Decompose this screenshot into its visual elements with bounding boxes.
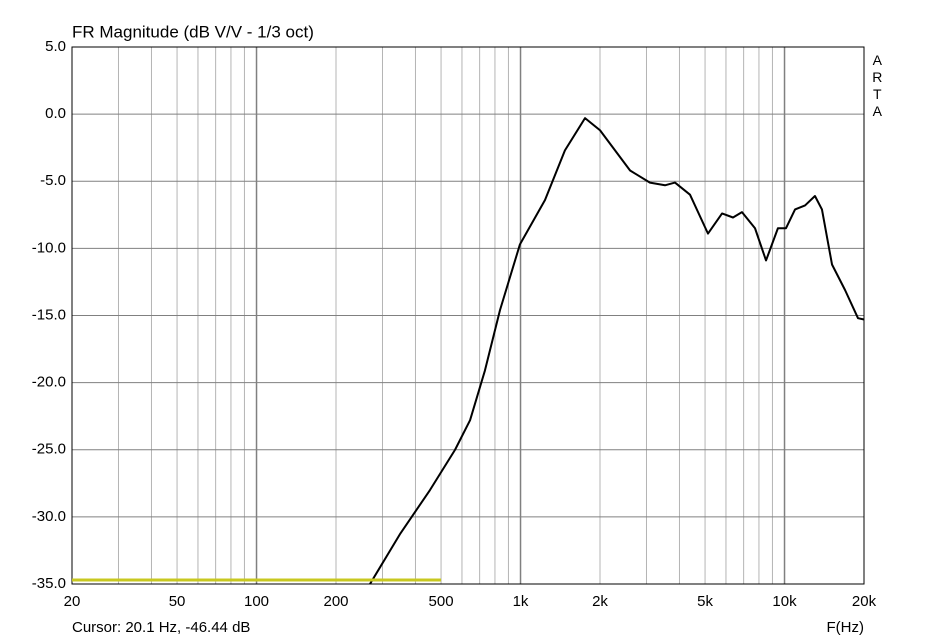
x-axis-label: F(Hz) [827, 619, 865, 636]
chart-title: FR Magnitude (dB V/V - 1/3 oct) [72, 22, 314, 41]
x-tick-label: 20 [64, 593, 81, 610]
x-tick-label: 200 [323, 593, 348, 610]
y-tick-label: -20.0 [32, 374, 66, 391]
cursor-text: Cursor: 20.1 Hz, -46.44 dB [72, 619, 250, 636]
x-tick-label: 5k [697, 593, 713, 610]
x-tick-label: 1k [513, 593, 529, 610]
plot-frame [71, 46, 865, 585]
y-tick-label: -5.0 [40, 172, 66, 189]
y-tick-label: -30.0 [32, 508, 66, 525]
y-tick-label: -35.0 [32, 575, 66, 592]
y-tick-label: 5.0 [45, 38, 66, 55]
x-tick-label: 10k [772, 593, 797, 610]
y-tick-label: -25.0 [32, 441, 66, 458]
y-tick-label: 0.0 [45, 105, 66, 122]
x-tick-label: 20k [852, 593, 877, 610]
series-line [369, 117, 865, 585]
y-tick-label: -15.0 [32, 306, 66, 323]
y-tick-label: -10.0 [32, 239, 66, 256]
side-label: ARTA [869, 52, 885, 120]
x-tick-label: 50 [169, 593, 186, 610]
x-tick-label: 2k [592, 593, 608, 610]
x-tick-label: 100 [244, 593, 269, 610]
x-tick-label: 500 [429, 593, 454, 610]
